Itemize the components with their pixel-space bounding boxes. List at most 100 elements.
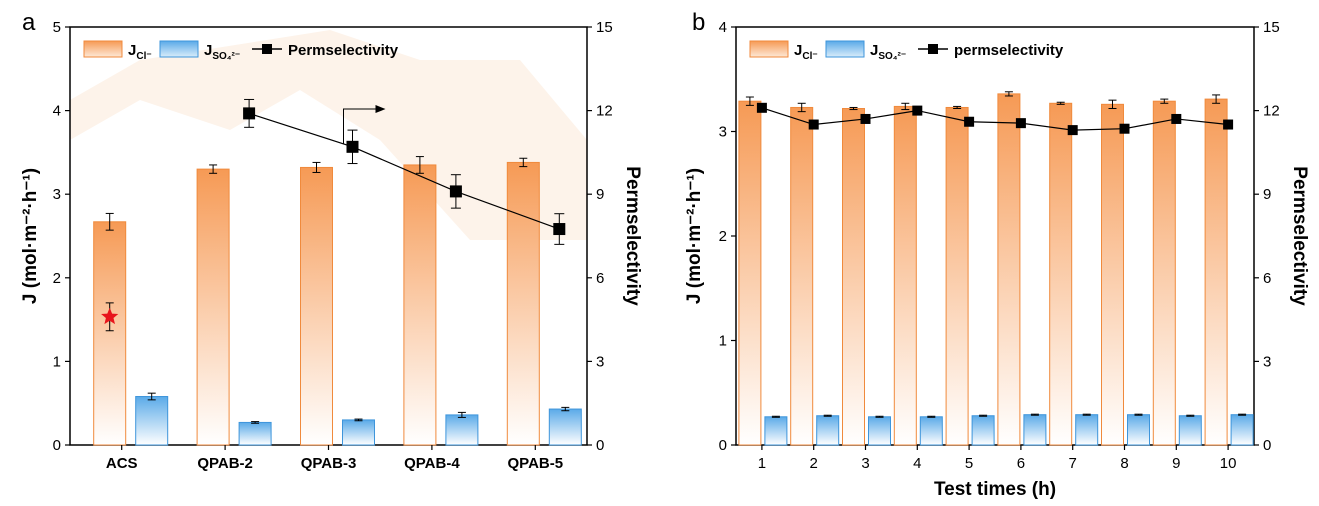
legend: JCl⁻ JSO₄²⁻ permselectivity <box>749 40 1064 62</box>
bar-so4-10 <box>1230 414 1254 446</box>
bar-so4-4 <box>919 416 943 446</box>
x-axis-label: Test times (h) <box>934 479 1056 500</box>
ytick-label-right: 9 <box>596 186 604 203</box>
star-marker <box>101 307 119 325</box>
perm-point-2 <box>808 119 819 130</box>
bar-cl-1 <box>93 221 127 446</box>
permselectivity-line <box>761 107 1229 131</box>
bar-cl-4 <box>893 105 917 446</box>
perm-point-3 <box>449 185 462 198</box>
bar-so4-2 <box>816 415 840 446</box>
ytick-label-left: 1 <box>719 333 727 350</box>
legend-swatch-so4-1 <box>825 40 865 58</box>
xtick-label: 10 <box>1220 455 1237 472</box>
bar-cl-4 <box>403 164 437 446</box>
ytick-label-left: 2 <box>53 270 61 287</box>
bar-so4-1 <box>764 416 788 446</box>
ytick-label-right: 6 <box>596 270 604 287</box>
y2-axis-label: Permselectivity <box>622 166 643 306</box>
ytick-label-right: 9 <box>1263 186 1271 203</box>
xtick-label: 7 <box>1069 455 1077 472</box>
perm-point-4 <box>912 105 923 116</box>
bar-cl-5 <box>945 106 969 446</box>
xtick-label: 5 <box>965 455 973 472</box>
ytick-label-right: 15 <box>596 19 613 36</box>
legend-label-so4-1: JSO₄²⁻ <box>204 42 240 62</box>
xtick-label: QPAB-4 <box>404 455 460 472</box>
ytick-label-left: 3 <box>719 124 727 141</box>
bar-so4-6 <box>1023 414 1047 446</box>
ytick-label-left: 4 <box>719 19 727 36</box>
perm-point-3 <box>860 113 871 124</box>
legend-swatch-cl-0 <box>83 40 123 58</box>
y2-axis-label: Permselectivity <box>1289 166 1310 306</box>
legend-label-perm-2: Permselectivity <box>288 42 399 59</box>
xtick-label: 2 <box>810 455 818 472</box>
bar-cl-10 <box>1204 98 1228 446</box>
perm-point-2 <box>346 140 359 153</box>
xtick-label: QPAB-2 <box>197 455 253 472</box>
arrow-annotation <box>343 108 382 145</box>
bar-so4-7 <box>1075 414 1099 446</box>
bar-cl-2 <box>790 106 814 446</box>
plot-frame <box>735 26 1255 446</box>
panel-letter: a <box>22 9 36 36</box>
ytick-label-right: 3 <box>1263 353 1271 370</box>
ytick-label-right: 12 <box>1263 103 1280 120</box>
xtick-label: 6 <box>1017 455 1025 472</box>
ytick-label-right: 12 <box>596 103 613 120</box>
bar-cl-3 <box>842 108 865 446</box>
arrow-head <box>375 105 386 114</box>
ytick-label-right: 0 <box>596 437 604 454</box>
bar-cl-7 <box>1049 102 1073 446</box>
xtick-label: 4 <box>913 455 921 472</box>
perm-point-9 <box>1171 113 1182 124</box>
xtick-label: ACS <box>106 455 138 472</box>
perm-point-5 <box>964 116 975 127</box>
ytick-label-left: 1 <box>53 353 61 370</box>
bar-cl-6 <box>997 93 1021 446</box>
permselectivity-line <box>248 112 560 230</box>
perm-point-1 <box>243 107 256 120</box>
xtick-label: 3 <box>861 455 869 472</box>
ytick-label-left: 0 <box>53 437 61 454</box>
bar-cl-8 <box>1101 103 1124 446</box>
ytick-label-left: 0 <box>719 437 727 454</box>
bar-cl-2 <box>196 168 230 446</box>
bar-so4-4 <box>445 414 479 446</box>
perm-point-8 <box>1119 123 1130 134</box>
xtick-label: 9 <box>1172 455 1180 472</box>
legend: JCl⁻ JSO₄²⁻ Permselectivity <box>83 40 399 62</box>
legend-label-perm-2: permselectivity <box>954 42 1064 59</box>
bar-cl-3 <box>300 166 333 446</box>
bar-so4-5 <box>548 408 582 446</box>
bar-so4-3 <box>342 419 375 446</box>
legend-label-cl-0: JCl⁻ <box>794 42 818 62</box>
legend-marker-perm <box>928 44 938 54</box>
bar-so4-1 <box>135 396 169 446</box>
ytick-label-left: 4 <box>53 103 61 120</box>
perm-point-7 <box>1067 125 1078 136</box>
bar-so4-9 <box>1178 415 1202 446</box>
perm-point-1 <box>756 102 767 113</box>
ytick-label-left: 2 <box>719 228 727 245</box>
bar-cl-1 <box>738 100 762 446</box>
bar-cl-9 <box>1152 100 1176 446</box>
ytick-label-left: 5 <box>53 19 61 36</box>
bar-so4-3 <box>868 416 891 446</box>
legend-marker-perm <box>262 44 272 54</box>
y-axis-label: J (mol·m⁻²·h⁻¹) <box>20 168 41 304</box>
ytick-label-right: 15 <box>1263 19 1280 36</box>
legend-swatch-cl-0 <box>749 40 789 58</box>
xtick-label: QPAB-3 <box>301 455 357 472</box>
bar-cl-5 <box>506 161 540 446</box>
xtick-label: QPAB-5 <box>508 455 564 472</box>
legend-swatch-so4-1 <box>159 40 199 58</box>
ytick-label-right: 6 <box>1263 270 1271 287</box>
perm-point-4 <box>553 223 566 236</box>
bar-so4-5 <box>971 415 995 446</box>
ytick-label-right: 3 <box>596 353 604 370</box>
